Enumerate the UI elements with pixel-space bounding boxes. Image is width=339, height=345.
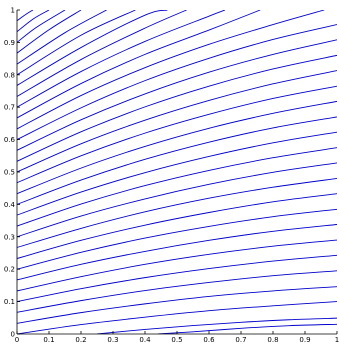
contour-line-6 (17, 254, 337, 303)
contour-line-25 (17, 10, 187, 97)
contour-line-32 (17, 10, 34, 22)
contour-line-18 (17, 70, 337, 173)
x-tick-label: 0 (15, 336, 19, 344)
contour-line-1 (157, 323, 337, 334)
y-tick-label: 1 (11, 7, 15, 15)
series-lines (17, 10, 337, 334)
y-tick-label: 0.4 (4, 201, 16, 209)
contour-line-14 (17, 131, 337, 216)
contour-line-2 (96, 317, 337, 334)
y-tick-label: 0.9 (4, 39, 15, 47)
contour-line-5 (17, 270, 337, 313)
contour-line-11 (17, 178, 337, 248)
y-tick-label: 0.7 (4, 104, 15, 112)
contour-line-20 (17, 39, 337, 151)
contour-line-30 (17, 10, 66, 43)
contour-line-28 (17, 10, 107, 65)
contour-line-26 (17, 10, 168, 86)
x-tick-label: 0.1 (43, 336, 54, 344)
contour-line-21 (17, 24, 337, 141)
contour-line-10 (17, 193, 337, 259)
y-tick-label: 0.1 (4, 298, 15, 306)
contour-line-17 (17, 85, 337, 184)
x-tick-label: 0.3 (107, 336, 118, 344)
x-tick-label: 0.8 (267, 336, 278, 344)
contour-line-29 (17, 10, 82, 54)
y-axis-ticks: 0 0.1 0.2 0.3 0.4 0.5 0.6 0.7 0.8 0.9 1 (4, 7, 20, 339)
contour-line-19 (17, 54, 337, 162)
contour-line-23 (17, 10, 261, 119)
contour-line-27 (17, 10, 136, 76)
contour-line-16 (17, 100, 337, 195)
x-tick-label: 1 (335, 336, 339, 344)
contour-line-13 (17, 147, 337, 227)
x-tick-label: 0.5 (171, 336, 182, 344)
x-tick-label: 0.6 (203, 336, 215, 344)
y-tick-label: 0.3 (4, 233, 15, 241)
contour-line-8 (17, 224, 337, 281)
contour-line-22 (17, 10, 325, 130)
x-tick-label: 0.2 (75, 336, 86, 344)
y-tick-label: 0.2 (4, 266, 15, 274)
contour-line-9 (17, 208, 337, 270)
chart-axes (16, 10, 337, 335)
y-tick-label: 0 (11, 331, 15, 339)
contour-line-4 (17, 286, 337, 324)
contour-line-3 (17, 301, 337, 334)
y-tick-label: 0.5 (4, 169, 15, 177)
contour-line-7 (17, 239, 337, 292)
contour-line-31 (17, 10, 50, 33)
contour-line-12 (17, 162, 337, 238)
x-tick-label: 0.9 (299, 336, 310, 344)
x-tick-label: 0.4 (139, 336, 151, 344)
y-tick-label: 0.6 (4, 136, 16, 144)
x-axis-ticks: 0 0.1 0.2 0.3 0.4 0.5 0.6 0.7 0.8 0.9 1 (15, 331, 339, 344)
y-tick-label: 0.8 (4, 71, 15, 79)
x-tick-label: 0.7 (235, 336, 246, 344)
contour-line-15 (17, 116, 337, 205)
contour-line-24 (17, 10, 226, 108)
